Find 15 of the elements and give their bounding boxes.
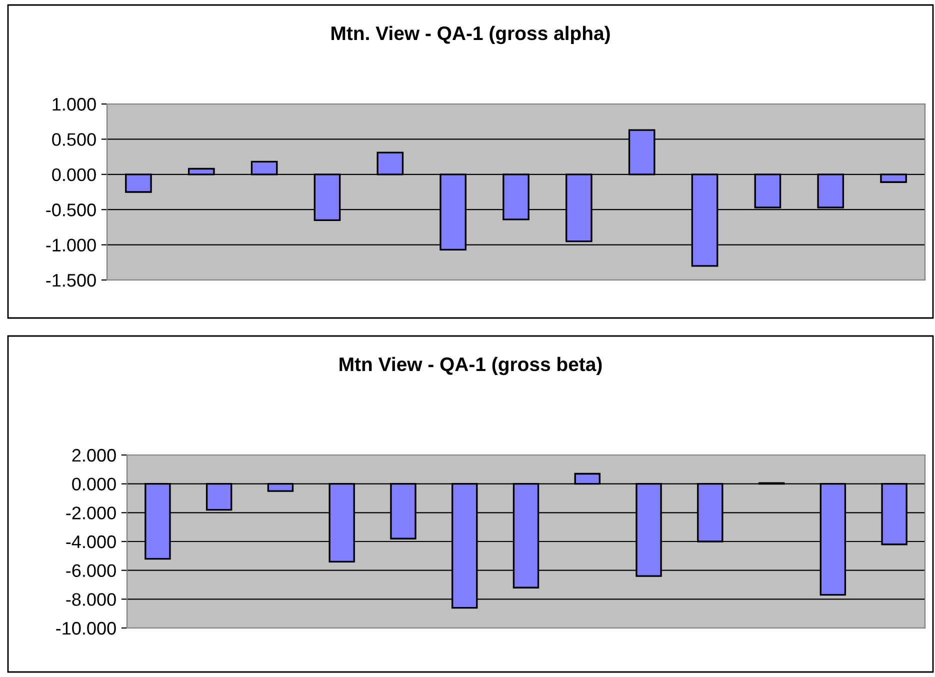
- y-tick-label: 0.000: [72, 478, 116, 491]
- y-tick-label: -10.000: [56, 622, 116, 635]
- y-tick-label: -8.000: [66, 593, 116, 606]
- y-tick-label: 2.000: [72, 448, 116, 462]
- chart-title: Mtn View - QA-1 (gross beta): [340, 356, 602, 376]
- y-tick-label: -2.000: [66, 506, 116, 520]
- y-tick-label: -0.500: [46, 204, 96, 216]
- y-tick-label: 0.000: [52, 168, 96, 182]
- y-tick-label: -1.000: [46, 238, 96, 252]
- y-tick-label: -1.500: [46, 274, 96, 287]
- y-tick-label: 0.500: [52, 133, 96, 146]
- chart-title: Mtn. View - QA-1 (gross alpha): [332, 26, 610, 44]
- y-tick-label: -6.000: [66, 564, 116, 578]
- y-tick-label: 1.000: [52, 98, 96, 111]
- y-tick-label: -4.000: [66, 535, 116, 548]
